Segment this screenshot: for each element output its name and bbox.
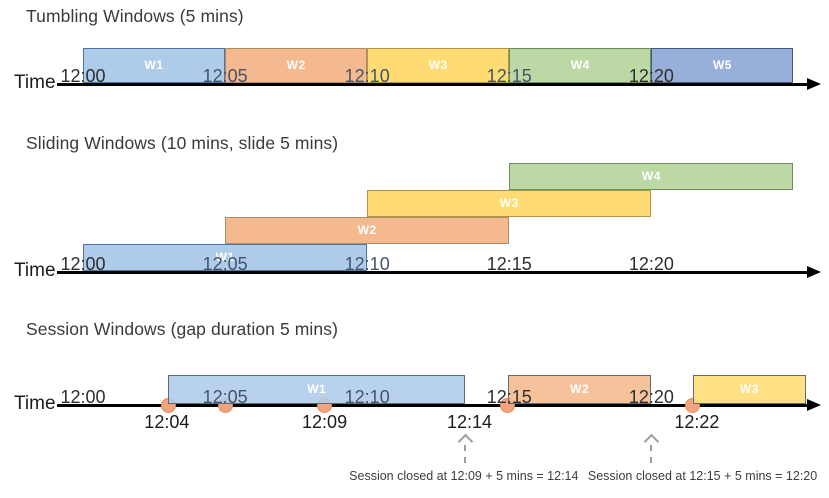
window-bar-w5: W5 bbox=[651, 48, 794, 83]
time-tick-label: 12:00 bbox=[60, 66, 106, 86]
time-tick-label: 12:10 bbox=[344, 66, 390, 86]
window-bar-w1: W1 bbox=[83, 243, 368, 271]
window-label: W4 bbox=[570, 58, 590, 72]
time-tick-label: 12:05 bbox=[202, 254, 248, 274]
close-arrow-stem bbox=[464, 445, 467, 463]
time-tick-label: 12:05 bbox=[202, 66, 248, 86]
window-label: W2 bbox=[286, 58, 306, 72]
time-tick-label: 12:00 bbox=[60, 387, 106, 407]
event-time-label: 12:22 bbox=[674, 412, 720, 432]
window-label: W3 bbox=[499, 195, 519, 210]
time-tick-label: 12:20 bbox=[628, 387, 674, 407]
axis-arrowhead-icon bbox=[807, 265, 821, 278]
window-label: W1 bbox=[144, 58, 164, 72]
event-time-label: 12:09 bbox=[302, 412, 348, 432]
window-label: W1 bbox=[307, 382, 327, 396]
section-title-tumbling: Tumbling Windows (5 mins) bbox=[26, 6, 244, 26]
window-bar-w2: W2 bbox=[507, 375, 652, 404]
time-axis-label: Time bbox=[14, 72, 56, 93]
time-axis-line bbox=[57, 403, 808, 407]
session-close-annotation: Session closed at 12:15 + 5 mins = 12:20 bbox=[587, 469, 818, 483]
window-label: W3 bbox=[739, 382, 759, 396]
window-label: W1 bbox=[215, 249, 235, 264]
window-label: W3 bbox=[428, 58, 448, 72]
event-time-label: 12:14 bbox=[446, 412, 493, 432]
window-bar-w1: W1 bbox=[168, 375, 466, 404]
window-bar-w4: W4 bbox=[509, 48, 652, 83]
time-axis-label: Time bbox=[14, 393, 56, 414]
window-label: W2 bbox=[357, 222, 377, 237]
close-arrow-stem bbox=[650, 445, 653, 463]
window-label: W2 bbox=[570, 382, 590, 396]
window-label: W4 bbox=[641, 168, 661, 183]
window-bar-w3: W3 bbox=[367, 189, 652, 217]
time-tick-label: 12:15 bbox=[486, 387, 532, 407]
window-bar-w4: W4 bbox=[509, 162, 794, 190]
time-axis-line bbox=[57, 82, 808, 86]
window-bar-w1: W1 bbox=[83, 48, 226, 83]
time-tick-label: 12:05 bbox=[202, 387, 248, 407]
window-bar-w2: W2 bbox=[225, 216, 510, 244]
window-label: W5 bbox=[712, 58, 732, 72]
time-tick-label: 12:20 bbox=[628, 66, 674, 86]
session-close-annotation: Session closed at 12:09 + 5 mins = 12:14 bbox=[349, 469, 579, 483]
time-tick-label: 12:00 bbox=[60, 254, 106, 274]
axis-arrowhead-icon bbox=[807, 398, 821, 411]
window-bar-w3: W3 bbox=[692, 375, 807, 404]
time-tick-label: 12:15 bbox=[486, 66, 532, 86]
time-tick-label: 12:10 bbox=[344, 387, 390, 407]
time-tick-label: 12:20 bbox=[628, 254, 674, 274]
time-tick-label: 12:15 bbox=[486, 254, 532, 274]
event-time-label: 12:04 bbox=[144, 412, 190, 432]
section-title-sliding: Sliding Windows (10 mins, slide 5 mins) bbox=[26, 133, 339, 153]
section-title-session: Session Windows (gap duration 5 mins) bbox=[26, 319, 339, 339]
time-axis-line bbox=[57, 270, 808, 274]
time-axis-label: Time bbox=[14, 260, 56, 281]
window-bar-w2: W2 bbox=[225, 48, 368, 83]
axis-arrowhead-icon bbox=[807, 77, 821, 90]
window-bar-w3: W3 bbox=[367, 48, 510, 83]
time-tick-label: 12:10 bbox=[344, 254, 390, 274]
